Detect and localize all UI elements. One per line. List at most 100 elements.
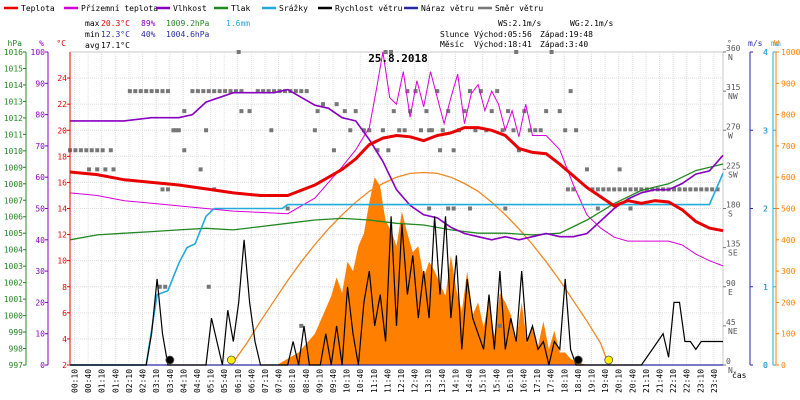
wind-speed-series <box>70 216 723 366</box>
x-tick-label: 09:10 <box>315 369 324 393</box>
temperature-tick-label: 16 <box>57 178 67 187</box>
wind-direction-point <box>672 187 677 192</box>
rain-tick-label: 0 <box>763 361 768 370</box>
wind-direction-point <box>348 128 353 133</box>
humidity-series <box>70 88 724 241</box>
pressure-tick-label: 1009 <box>4 163 23 172</box>
wind-direction-point <box>397 128 402 133</box>
grid <box>69 51 724 366</box>
x-tick-label: 23:10 <box>696 369 705 393</box>
wind-direction-point <box>386 148 391 153</box>
pressure-tick-label: 1010 <box>4 147 23 156</box>
wind-direction-point <box>489 109 494 114</box>
series-layer <box>68 50 724 366</box>
wind-direction-point <box>100 148 105 153</box>
x-tick-label: 08:10 <box>288 369 297 393</box>
wind-direction-point <box>315 109 320 114</box>
stats-block: max 20.3°C 89% 1009.2hPa 1.6mm min 12.3°… <box>85 19 250 50</box>
wind-tick-label: 4 <box>763 48 768 57</box>
wind-direction-point <box>155 89 160 94</box>
direction-degree-label: 225 <box>726 161 741 170</box>
sun-moon-markers <box>165 355 614 365</box>
x-tick-label: 16:40 <box>519 369 528 393</box>
wind-direction-point <box>446 109 451 114</box>
pressure-tick-label: 1012 <box>4 114 23 123</box>
pressure-tick-label: 1006 <box>4 213 23 222</box>
wind-direction-point <box>144 89 149 94</box>
direction-degree-label: 360 <box>726 44 741 53</box>
wind-direction-point <box>157 284 162 289</box>
precipitation-series <box>70 172 724 366</box>
wind-direction-point <box>353 109 358 114</box>
temperature-tick-label: 10 <box>57 257 67 266</box>
wind-direction-point <box>282 89 287 94</box>
wind-direction-point <box>111 167 116 172</box>
wind-direction-point <box>160 89 165 94</box>
rain-tick-label: 3 <box>763 126 768 135</box>
wind-direction-point <box>503 206 508 211</box>
pressure-unit-label: hPa <box>8 39 23 48</box>
wind-direction-point <box>127 89 132 94</box>
wind-direction-point <box>198 167 203 172</box>
wind-direction-point <box>628 206 633 211</box>
wind-direction-point <box>383 50 388 54</box>
wind-tick-label: 1 <box>763 283 768 292</box>
wind-speed-info: WS:2.1m/s <box>498 19 542 28</box>
temperature-tick-label: 24 <box>57 74 67 83</box>
solar-tick-label: 500 <box>781 205 796 214</box>
solar-tick-label: 400 <box>781 236 796 245</box>
wind-direction-point <box>255 89 260 94</box>
x-tick-label: 15:10 <box>479 369 488 393</box>
wind-direction-point <box>511 128 516 133</box>
pressure-tick-label: 1013 <box>4 97 23 106</box>
wind-direction-point <box>285 206 290 211</box>
wind-tick-label: 2 <box>763 205 768 214</box>
direction-degree-label: 180 <box>726 201 741 210</box>
humidity-tick-label: 30 <box>35 267 45 276</box>
pressure-tick-label: 1016 <box>4 48 23 57</box>
x-tick-label: 22:40 <box>683 369 692 393</box>
direction-name-label: NE <box>728 327 738 336</box>
pressure-tick-label: 1000 <box>4 312 23 321</box>
wind-direction-point <box>103 167 108 172</box>
moonset-info: Západ:3:40 <box>540 40 588 49</box>
axes-layer: 00:10 00:40 01:10 01:40 02:10 02:40 03:10 03:40… <box>4 39 800 393</box>
solar-tick-label: 800 <box>781 111 796 120</box>
pressure-tick-label: 1003 <box>4 262 23 271</box>
x-tick-label: 19:10 <box>587 369 596 393</box>
x-tick-label: 04:10 <box>179 369 188 393</box>
x-tick-label: 00:40 <box>84 369 93 393</box>
rain-tick-label: 4 <box>763 48 768 57</box>
wind-direction-point <box>623 187 628 192</box>
stats-max-pressure: 1009.2hPa <box>166 19 210 28</box>
wind-direction-point <box>233 89 238 94</box>
wind-direction-point <box>710 187 715 192</box>
wind-direction-point <box>217 89 222 94</box>
wind-direction-point <box>247 109 252 114</box>
legend-label: Teplota <box>21 4 55 13</box>
stats-max-temp: 20.3°C <box>101 19 130 28</box>
wind-direction-point <box>334 102 339 107</box>
direction-degree-label: 270 <box>726 122 741 131</box>
direction-name-label: SE <box>728 249 738 258</box>
x-tick-label: 11:10 <box>370 369 379 393</box>
pressure-tick-label: 1014 <box>4 81 23 90</box>
wind-direction-point <box>239 109 244 114</box>
wind-direction-point <box>389 50 394 54</box>
wind-direction-point <box>190 89 195 94</box>
x-tick-label: 10:10 <box>343 369 352 393</box>
wind-direction-point <box>299 89 304 94</box>
pressure-tick-label: 1008 <box>4 180 23 189</box>
stats-min-label: min <box>85 30 100 39</box>
humidity-tick-label: 80 <box>35 111 45 120</box>
wind-direction-point <box>408 109 413 114</box>
wind-direction-point <box>571 187 576 192</box>
stats-max-rain: 1.6mm <box>226 19 250 28</box>
wind-direction-point <box>228 89 233 94</box>
x-tick-label: 20:10 <box>615 369 624 393</box>
direction-name-label: N <box>728 366 733 375</box>
wind-direction-point <box>174 128 179 133</box>
wind-direction-point <box>95 167 100 172</box>
humidity-tick-label: 100 <box>31 48 46 57</box>
